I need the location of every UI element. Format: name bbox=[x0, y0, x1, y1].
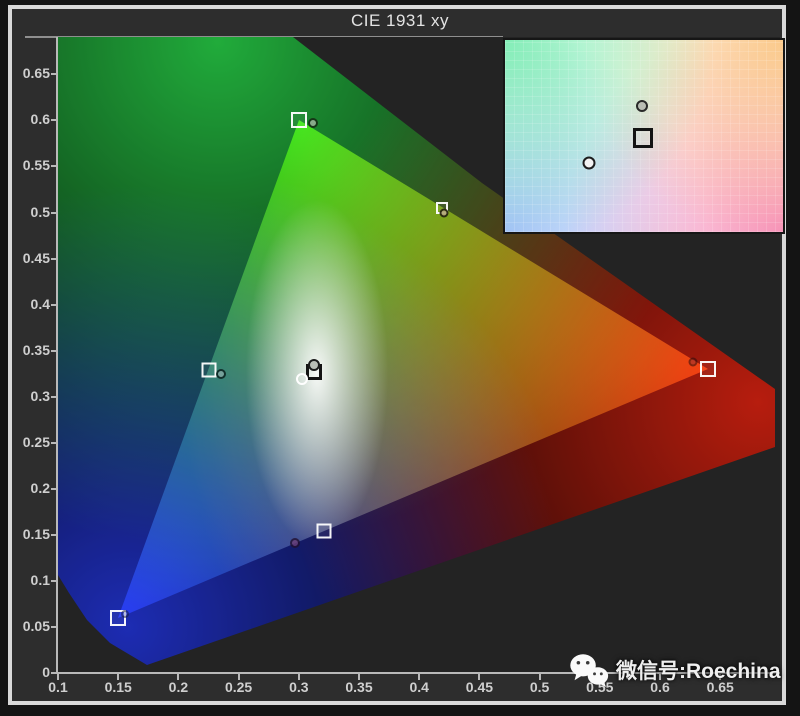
y-tick-label: 0.65 bbox=[22, 65, 50, 82]
y-tick-mark bbox=[51, 579, 57, 582]
y-tick-label: 0.6 bbox=[30, 111, 50, 128]
y-tick-mark bbox=[51, 257, 57, 260]
cyan-measured bbox=[215, 368, 226, 379]
x-tick-mark bbox=[538, 674, 541, 680]
inset-reference-circle bbox=[582, 156, 596, 170]
inset-measured-dot bbox=[636, 99, 649, 112]
y-tick-label: 0.3 bbox=[30, 387, 50, 404]
x-axis-line bbox=[58, 672, 780, 674]
y-tick-mark bbox=[51, 672, 57, 674]
y-tick-mark bbox=[51, 165, 57, 168]
y-tick-label: 0.05 bbox=[22, 617, 50, 634]
x-tick-mark bbox=[418, 674, 421, 680]
y-tick-label: 0.5 bbox=[30, 203, 50, 220]
y-tick-label: 0.25 bbox=[22, 433, 50, 450]
watermark: 微信号:Roechina bbox=[568, 653, 781, 687]
x-tick-label: 0.15 bbox=[104, 679, 132, 695]
x-tick-label: 0.4 bbox=[409, 679, 429, 695]
x-tick-mark bbox=[478, 674, 481, 680]
y-tick-mark bbox=[51, 303, 57, 306]
y-tick-label: 0.55 bbox=[22, 157, 50, 174]
x-tick-mark bbox=[719, 674, 722, 680]
x-tick-mark bbox=[358, 674, 360, 680]
y-tick-label: 0.45 bbox=[22, 249, 50, 266]
y-axis-line bbox=[56, 37, 58, 674]
x-tick-mark bbox=[659, 674, 661, 680]
x-tick-mark bbox=[177, 674, 180, 680]
x-tick-mark bbox=[297, 674, 300, 680]
y-tick-label: 0.35 bbox=[22, 341, 50, 358]
white-measured bbox=[308, 359, 321, 372]
x-tick-label: 0.65 bbox=[706, 679, 734, 695]
green-primary-target bbox=[290, 112, 307, 129]
x-tick-label: 0.1 bbox=[48, 679, 68, 695]
y-tick-mark bbox=[51, 73, 57, 76]
y-tick-mark bbox=[51, 441, 57, 444]
inset-target-square bbox=[633, 127, 654, 148]
x-tick-mark bbox=[117, 674, 120, 680]
y-tick-label: 0 bbox=[42, 664, 50, 680]
white-reference-circle bbox=[296, 373, 309, 386]
y-tick-label: 0.4 bbox=[30, 295, 50, 312]
cyan-secondary-target bbox=[201, 362, 216, 378]
wechat-icon bbox=[570, 654, 609, 687]
y-tick-mark bbox=[51, 211, 57, 214]
y-tick-mark bbox=[51, 349, 57, 352]
green-measured bbox=[308, 118, 319, 129]
x-tick-label: 0.2 bbox=[168, 679, 189, 695]
y-tick-mark bbox=[51, 625, 57, 628]
x-tick-label: 0.35 bbox=[345, 679, 373, 695]
white-point-zoom-inset bbox=[503, 38, 785, 234]
watermark-text: 微信号:Roechina bbox=[616, 660, 781, 683]
y-tick-label: 0.15 bbox=[22, 525, 50, 542]
y-tick-mark bbox=[51, 119, 57, 122]
x-tick-label: 0.5 bbox=[529, 679, 550, 695]
x-tick-label: 0.6 bbox=[650, 679, 670, 695]
x-tick-label: 0.3 bbox=[289, 679, 309, 695]
x-tick-mark bbox=[57, 674, 59, 680]
y-tick-mark bbox=[51, 533, 57, 536]
red-measured bbox=[688, 357, 697, 367]
blue-measured bbox=[121, 610, 130, 619]
yellow-measured bbox=[439, 208, 449, 217]
magenta-secondary-target bbox=[316, 523, 332, 539]
y-tick-label: 0.1 bbox=[30, 571, 50, 588]
x-tick-label: 0.25 bbox=[224, 679, 253, 695]
red-primary-target bbox=[700, 361, 717, 378]
y-tick-mark bbox=[51, 395, 57, 398]
magenta-measured bbox=[290, 538, 301, 549]
chart-title: CIE 1931 xy bbox=[350, 11, 450, 30]
x-tick-mark bbox=[237, 674, 240, 680]
y-tick-label: 0.2 bbox=[30, 479, 50, 496]
y-tick-mark bbox=[51, 487, 57, 490]
x-tick-label: 0.45 bbox=[465, 679, 494, 695]
